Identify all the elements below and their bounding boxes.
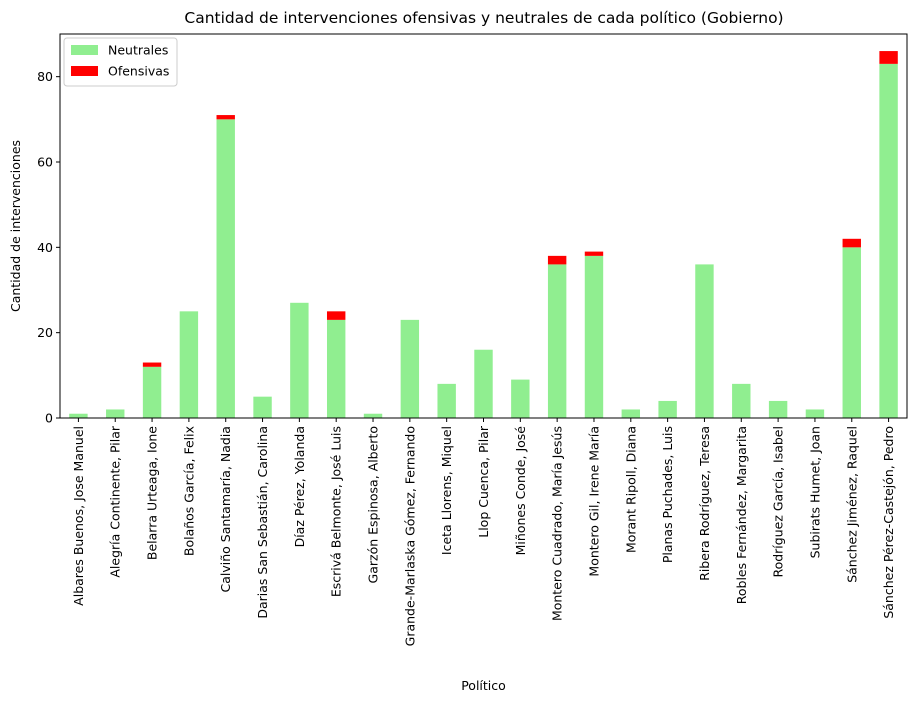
- bar-ofensivas-22: [879, 51, 898, 64]
- bar-ofensivas-2: [142, 362, 162, 367]
- bar-ofensivas-21: [842, 238, 861, 248]
- plot-frame: [59, 33, 908, 419]
- bar-neutrales-11: [474, 349, 493, 418]
- x-tick-label: Iceta Llorens, Miquel: [439, 426, 454, 555]
- y-tick-label: 40: [37, 240, 53, 255]
- y-axis-label: Cantidad de intervenciones: [8, 140, 23, 312]
- x-tick-label: Garzón Espinosa, Alberto: [366, 426, 381, 583]
- bar-neutrales-1: [106, 409, 125, 418]
- legend-swatch-neutrales: [71, 45, 98, 55]
- bar-neutrales-12: [511, 379, 530, 418]
- x-tick-label: Subirats Humet, Joan: [807, 426, 822, 558]
- x-tick-label: Sánchez Pérez-Castejón, Pedro: [881, 426, 896, 619]
- x-tick-label: Miñones Conde, José: [513, 426, 528, 556]
- bar-neutrales-20: [805, 409, 825, 418]
- bar-neutrales-4: [216, 119, 235, 418]
- bar-neutrales-3: [179, 311, 199, 418]
- x-tick-label: Morant Ripoll, Diana: [623, 426, 638, 553]
- bar-ofensivas-4: [216, 115, 235, 120]
- bar-neutrales-21: [842, 247, 861, 418]
- legend-label-ofensivas: Ofensivas: [108, 64, 169, 79]
- x-tick-label: Ribera Rodríguez, Teresa: [697, 426, 712, 581]
- legend: Neutrales Ofensivas: [63, 37, 178, 87]
- bar-neutrales-16: [658, 400, 677, 418]
- bar-neutrales-5: [253, 396, 272, 418]
- x-tick-label: Escrivá Belmonte, José Luis: [329, 426, 344, 597]
- x-tick-label: Albares Buenos, Jose Manuel: [71, 426, 86, 606]
- x-tick-label: Díaz Pérez, Yolanda: [292, 426, 307, 547]
- y-tick-label: 0: [45, 411, 53, 426]
- bar-neutrales-22: [879, 63, 898, 418]
- x-tick-label: Alegría Continente, Pilar: [108, 425, 123, 578]
- x-tick-label: Rodríguez García, Isabel: [771, 426, 786, 578]
- bar-neutrales-2: [142, 366, 162, 418]
- legend-label-neutrales: Neutrales: [108, 43, 168, 58]
- legend-swatch-ofensivas: [71, 66, 98, 76]
- x-tick-label: Belarra Urteaga, Ione: [145, 426, 160, 560]
- x-tick-label: Darias San Sebastián, Carolina: [255, 426, 270, 619]
- bars-layer: [69, 51, 898, 418]
- x-tick-label: Llop Cuenca, Pilar: [476, 425, 491, 538]
- y-tick-label: 60: [37, 155, 53, 170]
- y-tick-label: 80: [37, 69, 53, 84]
- x-tick-label: Grande-Marlaska Gómez, Fernando: [402, 426, 417, 646]
- bar-neutrales-10: [437, 383, 456, 418]
- bar-neutrales-8: [363, 413, 383, 418]
- x-tick-label: Montero Gil, Irene María: [586, 426, 601, 577]
- bar-ofensivas-14: [584, 251, 604, 256]
- bar-neutrales-6: [290, 302, 309, 418]
- x-axis: Albares Buenos, Jose Manuel Alegría Conti…: [71, 418, 896, 646]
- bar-neutrales-17: [695, 264, 714, 418]
- bar-ofensivas-13: [547, 255, 567, 265]
- bar-neutrales-15: [621, 409, 641, 418]
- x-axis-label: Político: [461, 678, 506, 693]
- bar-neutrales-13: [547, 264, 567, 418]
- bar-ofensivas-7: [326, 311, 346, 320]
- bar-neutrales-0: [69, 413, 88, 418]
- x-tick-label: Robles Fernández, Margarita: [734, 426, 749, 604]
- x-tick-label: Montero Cuadrado, María Jesús: [550, 426, 565, 621]
- x-tick-label: Planas Puchades, Luis: [660, 426, 675, 563]
- x-tick-label: Calviño Santamaría, Nadia: [218, 426, 233, 593]
- x-tick-label: Sánchez Jiménez, Raquel: [844, 426, 859, 583]
- chart-title: Cantidad de intervenciones ofensivas y n…: [184, 9, 783, 27]
- bar-neutrales-18: [732, 383, 751, 418]
- x-tick-label: Bolaños García, Felix: [181, 426, 196, 556]
- bar-neutrales-14: [584, 255, 604, 418]
- y-axis: 0 20 40 60 80: [37, 69, 60, 426]
- bar-neutrales-9: [400, 319, 420, 418]
- bar-neutrales-7: [326, 319, 346, 418]
- y-tick-label: 20: [37, 325, 53, 340]
- bar-neutrales-19: [768, 400, 788, 418]
